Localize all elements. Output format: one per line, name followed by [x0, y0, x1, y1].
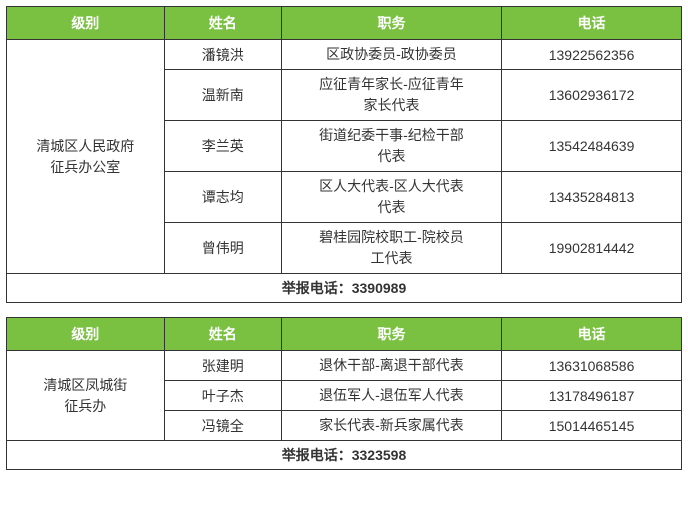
col-title-header: 职务 [281, 318, 501, 351]
report-phone: 举报电话：3390989 [7, 274, 682, 303]
phone-cell: 19902814442 [502, 223, 682, 274]
title-cell: 区人大代表-区人大代表代表 [281, 172, 501, 223]
title-cell: 应征青年家长-应征青年家长代表 [281, 70, 501, 121]
table-row: 清城区人民政府征兵办公室 潘镜洪 区政协委员-政协委员 13922562356 [7, 40, 682, 70]
title-cell: 碧桂园院校职工-院校员工代表 [281, 223, 501, 274]
phone-cell: 13542484639 [502, 121, 682, 172]
contacts-table-1: 级别 姓名 职务 电话 清城区人民政府征兵办公室 潘镜洪 区政协委员-政协委员 … [6, 6, 682, 303]
name-cell: 叶子杰 [164, 381, 281, 411]
header-row: 级别 姓名 职务 电话 [7, 7, 682, 40]
col-phone-header: 电话 [502, 318, 682, 351]
report-row: 举报电话：3390989 [7, 274, 682, 303]
col-level-header: 级别 [7, 318, 165, 351]
name-cell: 潘镜洪 [164, 40, 281, 70]
phone-cell: 15014465145 [502, 411, 682, 441]
col-name-header: 姓名 [164, 318, 281, 351]
col-name-header: 姓名 [164, 7, 281, 40]
name-cell: 温新南 [164, 70, 281, 121]
col-phone-header: 电话 [502, 7, 682, 40]
header-row: 级别 姓名 职务 电话 [7, 318, 682, 351]
col-level-header: 级别 [7, 7, 165, 40]
name-cell: 张建明 [164, 351, 281, 381]
phone-cell: 13178496187 [502, 381, 682, 411]
name-cell: 冯镜全 [164, 411, 281, 441]
phone-cell: 13922562356 [502, 40, 682, 70]
title-cell: 退休干部-离退干部代表 [281, 351, 501, 381]
name-cell: 李兰英 [164, 121, 281, 172]
phone-cell: 13435284813 [502, 172, 682, 223]
level-cell: 清城区凤城街征兵办 [7, 351, 165, 441]
title-cell: 区政协委员-政协委员 [281, 40, 501, 70]
table-gap [6, 303, 682, 317]
col-title-header: 职务 [281, 7, 501, 40]
phone-cell: 13631068586 [502, 351, 682, 381]
title-cell: 街道纪委干事-纪检干部代表 [281, 121, 501, 172]
report-phone: 举报电话：3323598 [7, 441, 682, 470]
level-cell: 清城区人民政府征兵办公室 [7, 40, 165, 274]
contacts-table-2: 级别 姓名 职务 电话 清城区凤城街征兵办 张建明 退休干部-离退干部代表 13… [6, 317, 682, 470]
report-row: 举报电话：3323598 [7, 441, 682, 470]
table-row: 清城区凤城街征兵办 张建明 退休干部-离退干部代表 13631068586 [7, 351, 682, 381]
title-cell: 退伍军人-退伍军人代表 [281, 381, 501, 411]
phone-cell: 13602936172 [502, 70, 682, 121]
name-cell: 曾伟明 [164, 223, 281, 274]
name-cell: 谭志均 [164, 172, 281, 223]
title-cell: 家长代表-新兵家属代表 [281, 411, 501, 441]
